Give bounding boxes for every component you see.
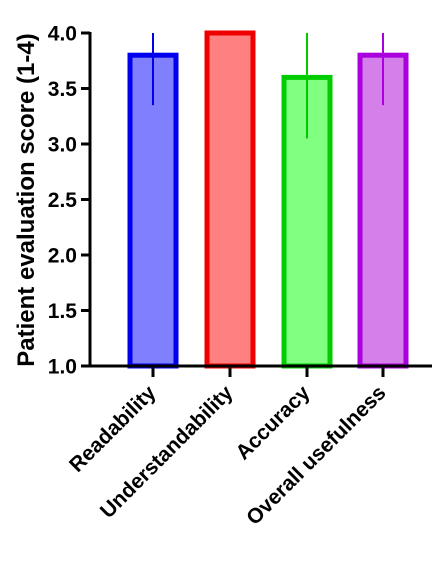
plot-area: 1.01.52.02.53.03.54.0ReadabilityUndersta… <box>48 23 432 530</box>
bar-understandability <box>204 30 256 369</box>
y-tick-label: 2.0 <box>48 245 77 268</box>
y-tick-label: 3.5 <box>48 78 78 101</box>
x-tick-label-overall-usefulness: Overall usefulness <box>242 381 390 529</box>
y-tick-label: 4.0 <box>48 23 77 46</box>
y-axis-title: Patient evaluation score (1-4) <box>13 33 40 366</box>
y-tick-label: 1.0 <box>48 356 77 379</box>
y-tick-label: 2.5 <box>48 189 78 212</box>
y-tick-label: 3.0 <box>48 134 77 157</box>
bar-overall-usefulness <box>357 52 409 369</box>
y-tick-label: 1.5 <box>48 300 78 323</box>
x-tick-label-understandability: Understandability <box>96 381 238 523</box>
